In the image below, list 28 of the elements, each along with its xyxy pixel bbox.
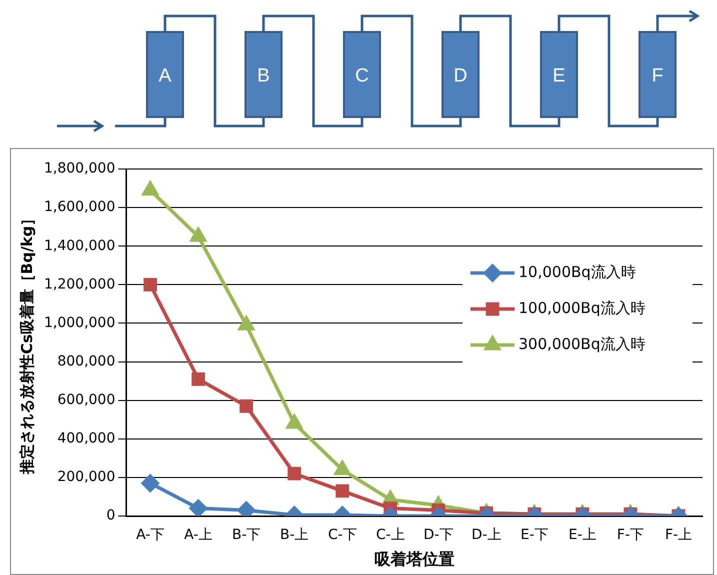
x-tick-label: A-上 bbox=[184, 527, 212, 544]
y-tick-label: 1,000,000 bbox=[44, 314, 116, 331]
x-tick-label: C-上 bbox=[376, 527, 405, 544]
x-tick-label: E-下 bbox=[520, 527, 548, 544]
legend-label: 10,000Bq流入時 bbox=[518, 262, 636, 281]
y-tick-label: 0 bbox=[106, 508, 116, 524]
x-tick-label: A-下 bbox=[136, 527, 164, 544]
y-tick-label: 1,200,000 bbox=[44, 276, 116, 292]
y-axis-title: 推定される放射性Cs吸着量［Bq/kg］ bbox=[18, 210, 36, 476]
x-axis-title: 吸着塔位置 bbox=[374, 550, 454, 569]
legend-label: 300,000Bq流入時 bbox=[518, 334, 646, 353]
y-tick-label: 200,000 bbox=[57, 469, 116, 486]
y-tick-label: 1,400,000 bbox=[44, 238, 116, 254]
x-tick-label: E-上 bbox=[568, 527, 596, 544]
x-tick-label: B-下 bbox=[232, 527, 261, 544]
x-tick-label: F-上 bbox=[664, 527, 692, 544]
x-tick-label: D-上 bbox=[471, 527, 502, 544]
y-tick-label: 1,600,000 bbox=[44, 199, 116, 216]
x-tick-label: B-上 bbox=[280, 527, 309, 544]
legend-label: 100,000Bq流入時 bbox=[518, 298, 646, 317]
y-tick-label: 1,800,000 bbox=[44, 160, 116, 177]
x-tick-label: F-下 bbox=[616, 527, 644, 544]
adsorption-column-diagram: A B C D E F bbox=[0, 0, 717, 146]
x-tick-label: D-下 bbox=[423, 527, 454, 544]
y-tick-label: 600,000 bbox=[57, 392, 116, 408]
x-tick-label: C-下 bbox=[328, 527, 357, 544]
y-tick-label: 800,000 bbox=[57, 353, 116, 370]
y-tick-label: 400,000 bbox=[57, 430, 116, 447]
